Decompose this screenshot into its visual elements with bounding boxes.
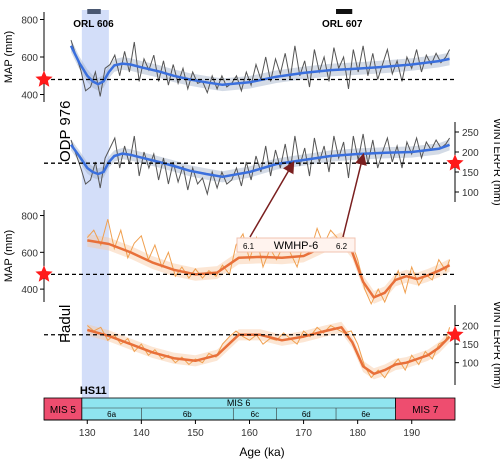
orl-607-bar	[336, 9, 353, 14]
stage-label: MIS 5	[50, 405, 77, 416]
wmhp-left-label: 6.1	[243, 242, 255, 251]
odp_map-uncertainty-band	[71, 39, 450, 92]
wmhp-right-label: 6.2	[336, 242, 348, 251]
odp_winterpr-ylabel: WINTERPR (mm)	[491, 118, 500, 205]
substage-label: 6e	[361, 410, 370, 419]
odp_winterpr-ytick-label: 200	[462, 148, 479, 159]
orl-606-bar	[87, 9, 101, 14]
padul_winterpr-ytick-label: 200	[462, 321, 479, 332]
padul_winterpr-reference-star	[446, 325, 464, 342]
x-tick-label: 130	[79, 428, 96, 439]
odp_winterpr-ytick-label: 250	[462, 128, 479, 139]
odp_map-ytick-label: 400	[21, 91, 38, 102]
odp_map-ytick-label: 800	[21, 16, 38, 27]
odp_map-ytick-label: 600	[21, 53, 38, 64]
x-tick-label: 180	[349, 428, 366, 439]
odp_winterpr-uncertainty-band	[71, 139, 450, 183]
wmhp-box	[236, 237, 356, 253]
odp_winterpr-ytick-label: 100	[462, 188, 479, 199]
odp_winterpr-reference-star	[446, 154, 464, 171]
padul_winterpr-ytick-label: 100	[462, 359, 479, 370]
stage-label: MIS 6	[227, 398, 251, 408]
stage-label: MIS 7	[412, 405, 439, 416]
padul_winterpr-uncertainty-band	[87, 321, 450, 380]
padul_map-ytick-label: 400	[21, 285, 38, 296]
x-axis-label: Age (ka)	[239, 445, 284, 459]
x-tick-label: 190	[403, 428, 420, 439]
wmhp-arrow-2	[342, 152, 367, 238]
padul_map-reference-star	[35, 265, 53, 282]
orl-606-label: ORL 606	[73, 19, 114, 30]
substage-label: 6c	[251, 410, 259, 419]
x-axis: 130 140 150 160 170 180 190	[44, 419, 455, 439]
odp_winterpr-ytick-label: 150	[462, 168, 479, 179]
site-label-odp-976: ODP 976	[57, 101, 74, 162]
x-tick-label: 140	[133, 428, 150, 439]
orl-607-label: ORL 607	[322, 19, 363, 30]
substage-label: 6a	[107, 410, 116, 419]
odp_map-ylabel: MAP (mm)	[3, 31, 15, 83]
hs11-label: HS11	[80, 385, 107, 397]
substage-label: 6d	[302, 410, 311, 419]
padul_winterpr-ytick-label: 150	[462, 340, 479, 351]
padul_map-ylabel: MAP (mm)	[3, 230, 15, 282]
odp_winterpr-raw-series	[70, 133, 451, 196]
x-tick-label: 150	[187, 428, 204, 439]
x-tick-label: 170	[295, 428, 312, 439]
padul_winterpr-ylabel: WINTERPR (mm)	[491, 301, 500, 388]
odp_map-smoothed-series	[69, 45, 450, 87]
substage-label: 6b	[183, 410, 192, 419]
site-label-padul: Padul	[57, 305, 74, 343]
padul_map-ytick-label: 800	[21, 212, 38, 223]
odp_map-reference-star	[35, 70, 53, 87]
wmhp-label: WMHP-6	[274, 240, 319, 252]
padul-map-panel: 400 600 800 MAP (mm)	[3, 210, 455, 305]
padul_map-ytick-label: 600	[21, 248, 38, 259]
padul_winterpr-smoothed-series	[86, 326, 451, 376]
odp-winterpr-panel: 100 150 200 250 WINTERPR (mm)	[44, 118, 500, 206]
padul_map-uncertainty-band	[87, 232, 450, 304]
wmhp-arrow-1	[249, 161, 295, 238]
padul-winterpr-panel: 100 150 200 WINTERPR (mm)	[44, 301, 500, 389]
odp-map-panel: 400 600 800 MAP (mm)	[3, 12, 455, 102]
x-tick-label: 160	[241, 428, 258, 439]
marine-isotope-stage-timescale: MIS 5 MIS 6 MIS 7 6a 6b 6c 6d 6e	[43, 397, 456, 421]
